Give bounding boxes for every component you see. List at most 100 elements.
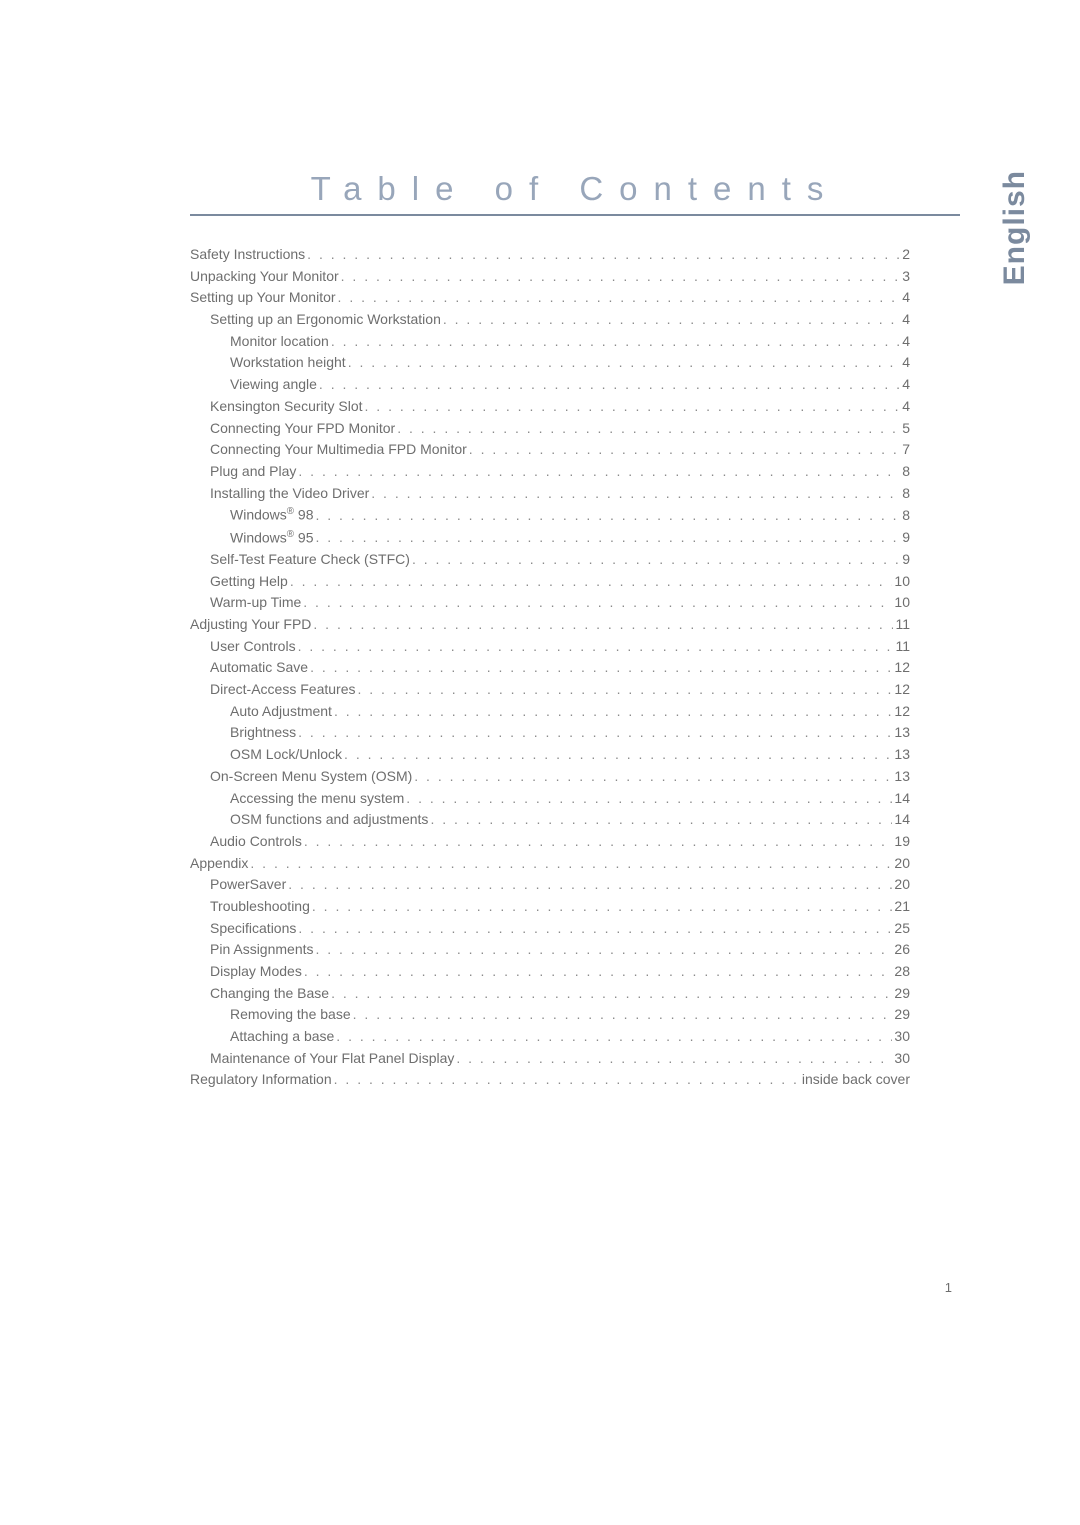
toc-page-number: 13 [894, 766, 910, 788]
toc-leader-dots: . . . . . . . . . . . . . . . . . . . . … [336, 1026, 892, 1048]
toc-row: Regulatory Information . . . . . . . . .… [190, 1069, 910, 1091]
page-number: 1 [945, 1280, 952, 1295]
toc-page-number: 30 [894, 1048, 910, 1070]
toc-leader-dots: . . . . . . . . . . . . . . . . . . . . … [316, 939, 893, 961]
toc-row: Brightness . . . . . . . . . . . . . . .… [190, 722, 910, 744]
toc-page-number: 8 [902, 483, 910, 505]
toc-leader-dots: . . . . . . . . . . . . . . . . . . . . … [414, 766, 892, 788]
toc-row: Self-Test Feature Check (STFC) . . . . .… [190, 549, 910, 571]
toc-row: Installing the Video Driver . . . . . . … [190, 483, 910, 505]
toc-label: Troubleshooting [210, 896, 310, 918]
toc-label: Unpacking Your Monitor [190, 266, 339, 288]
toc-page-number: 13 [894, 722, 910, 744]
toc-label: Specifications [210, 918, 296, 940]
toc-leader-dots: . . . . . . . . . . . . . . . . . . . . … [443, 309, 900, 331]
table-of-contents: Safety Instructions . . . . . . . . . . … [190, 244, 910, 1091]
toc-page-number: 3 [902, 266, 910, 288]
toc-page-number: 4 [902, 331, 910, 353]
toc-label: Monitor location [230, 331, 329, 353]
toc-leader-dots: . . . . . . . . . . . . . . . . . . . . … [290, 571, 893, 593]
toc-page-number: 11 [895, 614, 910, 636]
toc-page-number: 29 [894, 983, 910, 1005]
toc-leader-dots: . . . . . . . . . . . . . . . . . . . . … [412, 549, 900, 571]
toc-row: Direct-Access Features . . . . . . . . .… [190, 679, 910, 701]
toc-row: Appendix . . . . . . . . . . . . . . . .… [190, 853, 910, 875]
toc-leader-dots: . . . . . . . . . . . . . . . . . . . . … [397, 418, 900, 440]
toc-row: Pin Assignments . . . . . . . . . . . . … [190, 939, 910, 961]
toc-leader-dots: . . . . . . . . . . . . . . . . . . . . … [307, 244, 900, 266]
toc-label: Setting up Your Monitor [190, 287, 336, 309]
toc-label: Direct-Access Features [210, 679, 355, 701]
toc-leader-dots: . . . . . . . . . . . . . . . . . . . . … [357, 679, 892, 701]
toc-row: Getting Help . . . . . . . . . . . . . .… [190, 571, 910, 593]
toc-label: Maintenance of Your Flat Panel Display [210, 1048, 454, 1070]
toc-label: Workstation height [230, 352, 346, 374]
toc-page-number: 14 [894, 809, 910, 831]
toc-row: Display Modes . . . . . . . . . . . . . … [190, 961, 910, 983]
toc-label: Safety Instructions [190, 244, 305, 266]
toc-label: Kensington Security Slot [210, 396, 363, 418]
toc-page-number: 7 [902, 439, 910, 461]
toc-label: Windows® 98 [230, 504, 313, 526]
toc-leader-dots: . . . . . . . . . . . . . . . . . . . . … [319, 374, 900, 396]
toc-label: OSM functions and adjustments [230, 809, 428, 831]
toc-row: OSM functions and adjustments . . . . . … [190, 809, 910, 831]
toc-leader-dots: . . . . . . . . . . . . . . . . . . . . … [298, 636, 894, 658]
toc-page-number: 5 [902, 418, 910, 440]
toc-label: PowerSaver [210, 874, 286, 896]
toc-row: Viewing angle . . . . . . . . . . . . . … [190, 374, 910, 396]
toc-row: Setting up an Ergonomic Workstation . . … [190, 309, 910, 331]
toc-leader-dots: . . . . . . . . . . . . . . . . . . . . … [315, 527, 900, 549]
toc-row: Changing the Base . . . . . . . . . . . … [190, 983, 910, 1005]
toc-row: On-Screen Menu System (OSM) . . . . . . … [190, 766, 910, 788]
toc-row: OSM Lock/Unlock . . . . . . . . . . . . … [190, 744, 910, 766]
toc-leader-dots: . . . . . . . . . . . . . . . . . . . . … [348, 352, 901, 374]
toc-row: Plug and Play . . . . . . . . . . . . . … [190, 461, 910, 483]
toc-page-number: 13 [894, 744, 910, 766]
toc-label: Removing the base [230, 1004, 351, 1026]
toc-leader-dots: . . . . . . . . . . . . . . . . . . . . … [298, 918, 892, 940]
toc-page-number: 2 [902, 244, 910, 266]
toc-label: Regulatory Information [190, 1069, 332, 1091]
toc-row: Maintenance of Your Flat Panel Display .… [190, 1048, 910, 1070]
toc-label: On-Screen Menu System (OSM) [210, 766, 412, 788]
toc-row: PowerSaver . . . . . . . . . . . . . . .… [190, 874, 910, 896]
toc-label: Getting Help [210, 571, 288, 593]
toc-label: Auto Adjustment [230, 701, 332, 723]
toc-row: Windows® 95 . . . . . . . . . . . . . . … [190, 527, 910, 549]
toc-leader-dots: . . . . . . . . . . . . . . . . . . . . … [341, 266, 901, 288]
toc-page-number: 10 [894, 571, 910, 593]
toc-row: Windows® 98 . . . . . . . . . . . . . . … [190, 504, 910, 526]
toc-leader-dots: . . . . . . . . . . . . . . . . . . . . … [288, 874, 892, 896]
toc-row: Auto Adjustment . . . . . . . . . . . . … [190, 701, 910, 723]
toc-page-number: 11 [895, 636, 910, 658]
toc-row: Adjusting Your FPD . . . . . . . . . . .… [190, 614, 910, 636]
toc-leader-dots: . . . . . . . . . . . . . . . . . . . . … [304, 831, 893, 853]
toc-page-number: 29 [894, 1004, 910, 1026]
toc-leader-dots: . . . . . . . . . . . . . . . . . . . . … [303, 592, 892, 614]
toc-page-number: 26 [894, 939, 910, 961]
toc-page-number: 12 [894, 701, 910, 723]
toc-label: Display Modes [210, 961, 302, 983]
toc-page-number: 25 [894, 918, 910, 940]
toc-page-number: 4 [902, 396, 910, 418]
toc-label: Automatic Save [210, 657, 308, 679]
language-tab: English [998, 170, 1032, 285]
toc-page-number: 8 [902, 461, 910, 483]
toc-row: Audio Controls . . . . . . . . . . . . .… [190, 831, 910, 853]
toc-leader-dots: . . . . . . . . . . . . . . . . . . . . … [331, 331, 900, 353]
toc-page-number: 12 [894, 657, 910, 679]
toc-row: Safety Instructions . . . . . . . . . . … [190, 244, 910, 266]
toc-row: Setting up Your Monitor . . . . . . . . … [190, 287, 910, 309]
toc-page-number: 30 [894, 1026, 910, 1048]
document-page: English Table of Contents Safety Instruc… [0, 0, 1080, 1525]
toc-leader-dots: . . . . . . . . . . . . . . . . . . . . … [312, 896, 893, 918]
toc-label: Appendix [190, 853, 248, 875]
toc-leader-dots: . . . . . . . . . . . . . . . . . . . . … [406, 788, 892, 810]
page-title: Table of Contents [190, 170, 960, 208]
toc-row: Troubleshooting . . . . . . . . . . . . … [190, 896, 910, 918]
toc-label: Windows® 95 [230, 527, 313, 549]
toc-leader-dots: . . . . . . . . . . . . . . . . . . . . … [310, 657, 892, 679]
toc-label: Changing the Base [210, 983, 329, 1005]
toc-page-number: 12 [894, 679, 910, 701]
